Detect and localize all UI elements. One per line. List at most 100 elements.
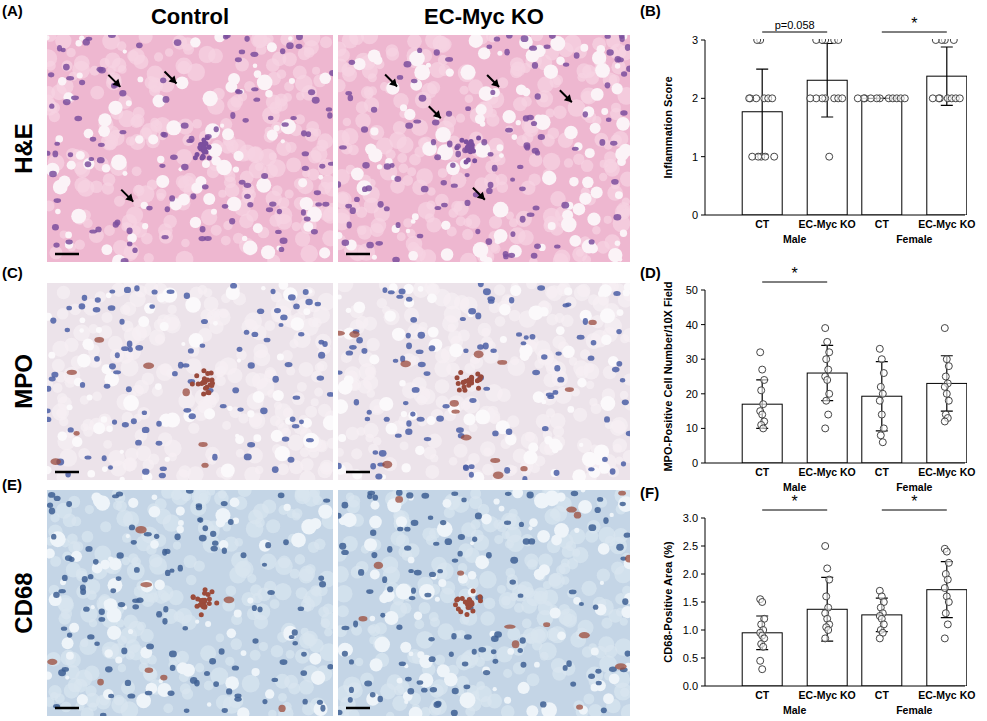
cytoplasm xyxy=(537,77,553,93)
nucleus xyxy=(83,39,90,46)
nucleus xyxy=(269,201,276,206)
nucleus xyxy=(388,290,395,294)
vacuole xyxy=(319,247,330,258)
cytoplasm xyxy=(438,168,448,178)
vacuole xyxy=(203,91,218,106)
figure: ControlEC-Myc KOH&EMPOCD68(A)(C)(E)(B)In… xyxy=(0,0,987,721)
nucleus xyxy=(537,285,545,291)
nucleus xyxy=(253,98,260,102)
cytoplasm xyxy=(188,423,199,434)
nucleus xyxy=(447,140,453,147)
nucleus xyxy=(161,235,168,239)
nucleus xyxy=(66,306,72,311)
vacuole xyxy=(126,100,132,106)
nucleus xyxy=(303,289,309,295)
vacuole xyxy=(357,180,372,195)
nucleus xyxy=(534,244,541,249)
vacuole xyxy=(58,176,70,188)
cytoplasm xyxy=(247,146,264,163)
vacuole xyxy=(472,472,484,480)
infiltrate xyxy=(206,145,211,150)
micrograph xyxy=(338,35,630,262)
nucleus xyxy=(621,71,627,76)
cytoplasm xyxy=(319,460,333,475)
vacuole xyxy=(123,49,127,53)
cytoplasm xyxy=(427,81,440,94)
nucleus xyxy=(506,35,513,39)
vacuole xyxy=(428,327,439,338)
cytoplasm xyxy=(171,490,189,505)
nucleus xyxy=(52,224,59,230)
vacuole xyxy=(122,171,127,176)
cytoplasm xyxy=(318,159,333,176)
vacuole xyxy=(271,430,283,442)
nucleus xyxy=(304,217,311,222)
nucleus xyxy=(519,186,526,191)
nucleus xyxy=(237,347,243,352)
cytoplasm xyxy=(253,344,268,359)
vacuole xyxy=(58,431,67,440)
vacuole xyxy=(484,257,492,262)
nucleus xyxy=(124,287,131,293)
cytoplasm xyxy=(356,101,369,114)
cytoplasm xyxy=(505,465,517,477)
cytoplasm xyxy=(611,103,621,113)
nucleus xyxy=(625,44,630,51)
vacuole xyxy=(567,406,574,413)
cytoplasm xyxy=(282,52,296,66)
vacuole xyxy=(611,83,622,94)
nucleus xyxy=(445,57,453,62)
cytoplasm xyxy=(385,149,395,159)
nucleus xyxy=(348,95,354,102)
vacuole xyxy=(404,109,415,120)
tissue xyxy=(338,35,630,262)
nucleus xyxy=(162,132,168,138)
cytoplasm xyxy=(468,453,480,465)
vacuole xyxy=(569,235,581,247)
vacuole xyxy=(261,286,265,290)
vacuole xyxy=(181,342,185,346)
infiltrate xyxy=(464,159,469,164)
cytoplasm xyxy=(543,153,560,170)
cytoplasm xyxy=(64,377,75,388)
cytoplasm xyxy=(495,316,506,327)
nucleus xyxy=(338,463,342,470)
nucleus xyxy=(79,80,85,85)
nucleus xyxy=(483,342,489,349)
nucleus xyxy=(410,412,415,417)
nucleus xyxy=(397,75,403,80)
cytoplasm xyxy=(355,113,371,129)
cytoplasm xyxy=(597,241,610,254)
nucleus xyxy=(127,227,133,234)
vacuole xyxy=(82,339,93,350)
cytoplasm xyxy=(53,383,63,393)
vacuole xyxy=(138,316,149,327)
cytoplasm xyxy=(411,119,428,136)
infiltrate xyxy=(466,383,471,388)
nucleus xyxy=(384,417,390,422)
cytoplasm xyxy=(252,373,268,389)
vacuole xyxy=(599,284,612,297)
cytoplasm xyxy=(289,339,298,348)
cytoplasm xyxy=(488,138,504,154)
nucleus xyxy=(554,470,560,476)
nucleus xyxy=(525,144,531,150)
cytoplasm xyxy=(327,438,333,449)
vacuole xyxy=(157,156,164,163)
nucleus xyxy=(463,465,468,470)
cytoplasm xyxy=(599,173,607,181)
nucleus xyxy=(261,173,268,179)
cytoplasm xyxy=(61,60,72,71)
cytoplasm xyxy=(458,64,476,82)
nucleus xyxy=(328,162,333,166)
cytoplasm xyxy=(320,36,332,48)
nucleus xyxy=(131,418,137,424)
vacuole xyxy=(101,416,107,422)
nucleus xyxy=(490,90,495,95)
nucleus xyxy=(244,454,252,461)
vacuole xyxy=(441,248,454,261)
nucleus xyxy=(53,243,59,248)
cytoplasm xyxy=(308,541,320,553)
vacuole xyxy=(55,209,60,214)
cytoplasm xyxy=(456,216,466,226)
